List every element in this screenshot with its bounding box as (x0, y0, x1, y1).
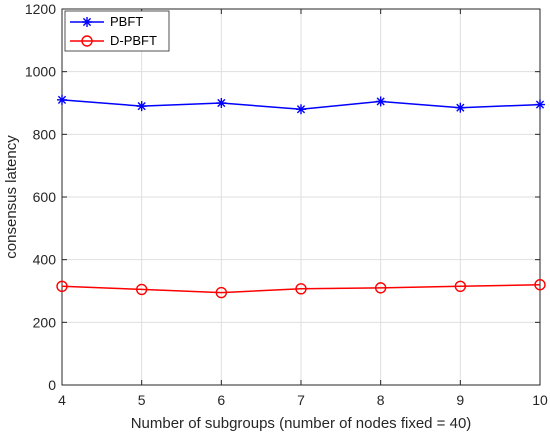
data-point (454, 280, 467, 292)
data-point (455, 102, 466, 113)
x-tick-label: 6 (217, 392, 225, 408)
x-tick-label: 10 (532, 392, 548, 408)
legend-item: PBFT (70, 14, 143, 29)
legend: PBFT D-PBFT (64, 10, 170, 52)
data-point (135, 283, 148, 296)
y-tick-label: 600 (33, 189, 57, 205)
data-point (374, 282, 387, 294)
x-tick-label: 5 (138, 392, 146, 408)
legend-item: D-PBFT (70, 33, 157, 48)
data-point (215, 286, 228, 299)
y-tick-label: 800 (33, 126, 57, 142)
x-tick-label: 9 (456, 392, 464, 408)
x-axis-label: Number of subgroups (number of nodes fix… (131, 415, 472, 432)
y-axis-label: consensus latency (3, 135, 20, 259)
series-pbft (57, 94, 545, 115)
y-tick-label: 1000 (25, 64, 56, 80)
data-point (57, 94, 67, 105)
data-point (375, 96, 386, 107)
x-tick-label: 8 (377, 392, 385, 408)
legend-marker (81, 35, 93, 47)
data-point (56, 280, 68, 292)
data-point (216, 98, 227, 108)
y-tick-label: 200 (33, 314, 57, 330)
series-line (61, 283, 541, 294)
x-tick-label: 4 (58, 392, 66, 408)
data-point (296, 104, 306, 115)
axis-ticks: 4 5 6 7 8 9 10 0 200 400 600 800 1000 1200 (25, 1, 548, 408)
series-d-pbft (56, 279, 546, 299)
data-point (535, 99, 545, 110)
legend-box (64, 10, 170, 52)
y-tick-label: 1200 (25, 1, 56, 17)
legend-label: PBFT (110, 14, 143, 29)
x-tick-label: 7 (297, 392, 305, 408)
legend-marker (82, 17, 92, 27)
y-tick-label: 400 (33, 252, 57, 268)
legend-label: D-PBFT (110, 33, 157, 48)
data-point (295, 283, 307, 295)
data-point (534, 279, 546, 291)
y-tick-label: 0 (48, 377, 56, 393)
data-point (136, 101, 147, 112)
data-series (56, 94, 546, 299)
